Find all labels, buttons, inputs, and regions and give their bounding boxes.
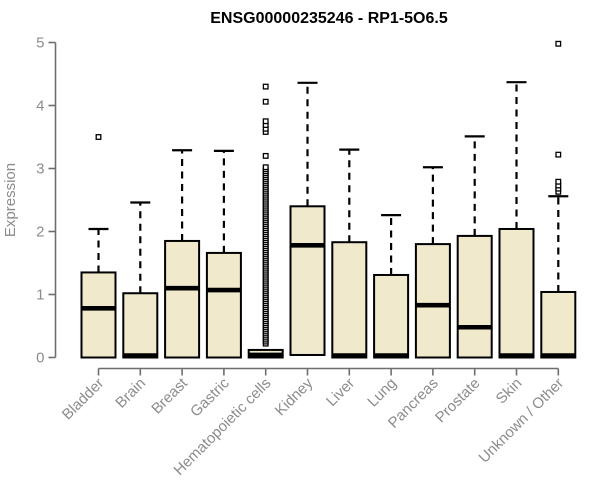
- outlier-point: [95, 134, 102, 140]
- box-group-hematopoietic-cells: [247, 83, 284, 359]
- box-group-skin: [498, 81, 535, 359]
- box-group-pancreas: [414, 166, 451, 359]
- x-category-label: Prostate: [432, 375, 484, 427]
- outlier-point: [262, 98, 269, 105]
- box-group-brain: [122, 201, 159, 359]
- box-group-kidney: [289, 81, 326, 356]
- box-group-lung: [373, 214, 410, 359]
- box-group-prostate: [456, 135, 493, 359]
- box-group-breast: [164, 149, 201, 359]
- iqr-box: [289, 205, 326, 356]
- outlier-point: [555, 178, 562, 185]
- x-category-label: Liver: [323, 375, 358, 410]
- x-category-label: Lung: [364, 375, 400, 411]
- y-tick-label: 1: [36, 287, 44, 304]
- box-group-unknown-other: [540, 40, 577, 359]
- chart-title: ENSG00000235246 - RP1-5O6.5: [210, 10, 448, 27]
- iqr-box: [456, 234, 493, 359]
- iqr-box: [122, 292, 159, 359]
- outlier-point: [262, 83, 269, 90]
- outlier-point: [262, 118, 269, 125]
- outlier-point: [262, 152, 269, 159]
- outlier-point: [555, 151, 562, 158]
- y-axis-label: Expression: [2, 163, 19, 237]
- y-tick-label: 5: [36, 35, 44, 52]
- iqr-box: [540, 290, 577, 359]
- x-category-label: Bladder: [59, 375, 108, 424]
- x-category-label: Brain: [112, 375, 149, 412]
- outlier-point: [262, 164, 269, 171]
- y-tick-label: 4: [36, 98, 44, 115]
- iqr-box: [373, 273, 410, 359]
- iqr-box: [80, 271, 117, 359]
- y-tick-label: 3: [36, 161, 44, 178]
- x-category-label: Kidney: [272, 374, 317, 419]
- x-category-label: Skin: [493, 375, 526, 408]
- box-group-bladder: [80, 134, 117, 359]
- y-tick-label: 2: [36, 224, 44, 241]
- iqr-box: [414, 243, 451, 359]
- iqr-box: [498, 227, 535, 359]
- box-group-gastric: [205, 149, 242, 359]
- outlier-point: [555, 40, 562, 47]
- iqr-box: [331, 241, 368, 359]
- iqr-box: [205, 251, 242, 359]
- box-group-liver: [331, 148, 368, 359]
- x-category-label: Breast: [148, 374, 191, 417]
- y-tick-label: 0: [36, 350, 44, 367]
- iqr-box: [164, 239, 201, 359]
- boxes-layer: [80, 40, 577, 359]
- y-axis: 0 1 2 3 4 5: [36, 35, 57, 367]
